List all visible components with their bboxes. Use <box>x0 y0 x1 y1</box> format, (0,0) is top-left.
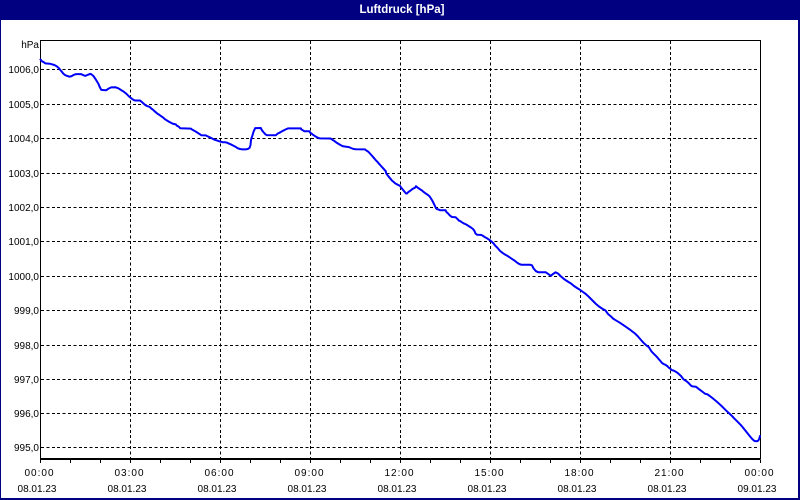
svg-text:hPa: hPa <box>21 40 39 51</box>
svg-text:08.01.23: 08.01.23 <box>18 484 57 495</box>
svg-text:1002,0: 1002,0 <box>8 203 39 214</box>
svg-text:1003,0: 1003,0 <box>8 169 39 180</box>
svg-text:06:00: 06:00 <box>205 468 234 479</box>
svg-text:08.01.23: 08.01.23 <box>198 484 237 495</box>
svg-text:00:00: 00:00 <box>25 468 54 479</box>
svg-text:21:00: 21:00 <box>655 468 684 479</box>
svg-text:08.01.23: 08.01.23 <box>468 484 507 495</box>
svg-text:1001,0: 1001,0 <box>8 237 39 248</box>
svg-text:08.01.23: 08.01.23 <box>648 484 687 495</box>
svg-text:08.01.23: 08.01.23 <box>558 484 597 495</box>
svg-text:18:00: 18:00 <box>565 468 594 479</box>
svg-text:998,0: 998,0 <box>14 341 39 352</box>
svg-text:1000,0: 1000,0 <box>8 272 39 283</box>
svg-text:Luftdruck [hPa]: Luftdruck [hPa] <box>360 4 445 16</box>
svg-text:1006,0: 1006,0 <box>8 65 39 76</box>
svg-text:08.01.23: 08.01.23 <box>288 484 327 495</box>
svg-text:00:00: 00:00 <box>745 468 774 479</box>
svg-text:995,0: 995,0 <box>14 443 39 454</box>
svg-text:09:00: 09:00 <box>295 468 324 479</box>
svg-text:09.01.23: 09.01.23 <box>738 484 777 495</box>
svg-text:08.01.23: 08.01.23 <box>108 484 147 495</box>
svg-text:15:00: 15:00 <box>475 468 504 479</box>
svg-text:997,0: 997,0 <box>14 375 39 386</box>
svg-text:03:00: 03:00 <box>115 468 144 479</box>
svg-text:996,0: 996,0 <box>14 409 39 420</box>
svg-text:999,0: 999,0 <box>14 306 39 317</box>
svg-text:12:00: 12:00 <box>385 468 414 479</box>
svg-text:1005,0: 1005,0 <box>8 100 39 111</box>
svg-text:1004,0: 1004,0 <box>8 134 39 145</box>
svg-text:08.01.23: 08.01.23 <box>378 484 417 495</box>
